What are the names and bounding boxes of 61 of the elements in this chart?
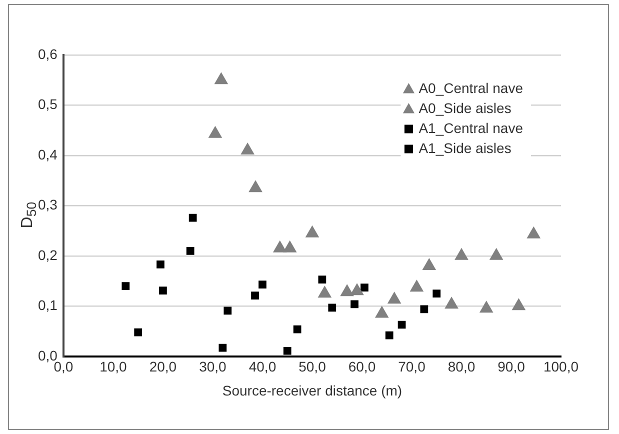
legend-label: A0_Central nave: [418, 80, 524, 96]
y-tick-label: 0,1: [38, 297, 58, 314]
legend-label: A1_Central nave: [418, 120, 524, 136]
point: [512, 298, 526, 310]
x-tick-label: 20,0: [149, 358, 177, 375]
x-tick-label: 30,0: [199, 358, 227, 375]
x-tick-label: 60,0: [348, 358, 376, 375]
y-tick-label: 0,5: [38, 96, 58, 112]
point: [385, 331, 394, 340]
point: [360, 284, 368, 292]
point: [283, 241, 296, 252]
point: [293, 325, 302, 334]
point: [328, 304, 336, 312]
x-axis-title: Source-receiver distance (m): [222, 382, 402, 398]
x-tick-label: 10,0: [100, 358, 128, 375]
point: [306, 226, 319, 238]
point: [318, 286, 332, 298]
point: [251, 292, 259, 300]
point: [274, 241, 286, 252]
point: [318, 276, 326, 284]
y-tick-label: 0,4: [38, 146, 58, 162]
y-tick-label: 0,6: [38, 46, 58, 62]
point: [350, 284, 364, 296]
x-tick-label: 80,0: [448, 358, 476, 375]
point: [422, 258, 436, 270]
point: [249, 180, 262, 192]
x-tick-label: 70,0: [398, 358, 426, 375]
x-tick-label: 100,0: [543, 358, 579, 375]
point: [445, 297, 458, 309]
point: [388, 292, 401, 304]
point: [156, 260, 164, 268]
point: [455, 248, 468, 260]
point: [208, 126, 222, 138]
point: [159, 286, 167, 295]
point: [410, 280, 424, 292]
point: [214, 72, 228, 84]
point: [186, 246, 194, 255]
point: [490, 248, 503, 260]
point: [527, 227, 540, 238]
y-tick-label: 0,2: [38, 246, 58, 263]
point: [188, 214, 197, 222]
point: [398, 320, 406, 329]
y-tick-label: 0,3: [38, 196, 58, 213]
x-tick-label: 90,0: [498, 358, 526, 375]
point: [258, 280, 266, 288]
point: [134, 328, 142, 336]
legend-label: A1_Side aisles: [418, 140, 512, 156]
point: [122, 282, 130, 290]
point: [432, 290, 441, 298]
point: [420, 305, 428, 314]
point: [376, 306, 388, 318]
point: [283, 346, 292, 355]
legend-label: A0_Side aisles: [418, 100, 512, 116]
point: [480, 301, 493, 313]
point: [218, 344, 227, 352]
point: [350, 300, 358, 308]
point: [224, 306, 232, 315]
point: [340, 284, 354, 296]
x-tick-label: 40,0: [248, 358, 276, 375]
point: [241, 143, 254, 154]
x-tick-label: 50,0: [298, 358, 326, 375]
